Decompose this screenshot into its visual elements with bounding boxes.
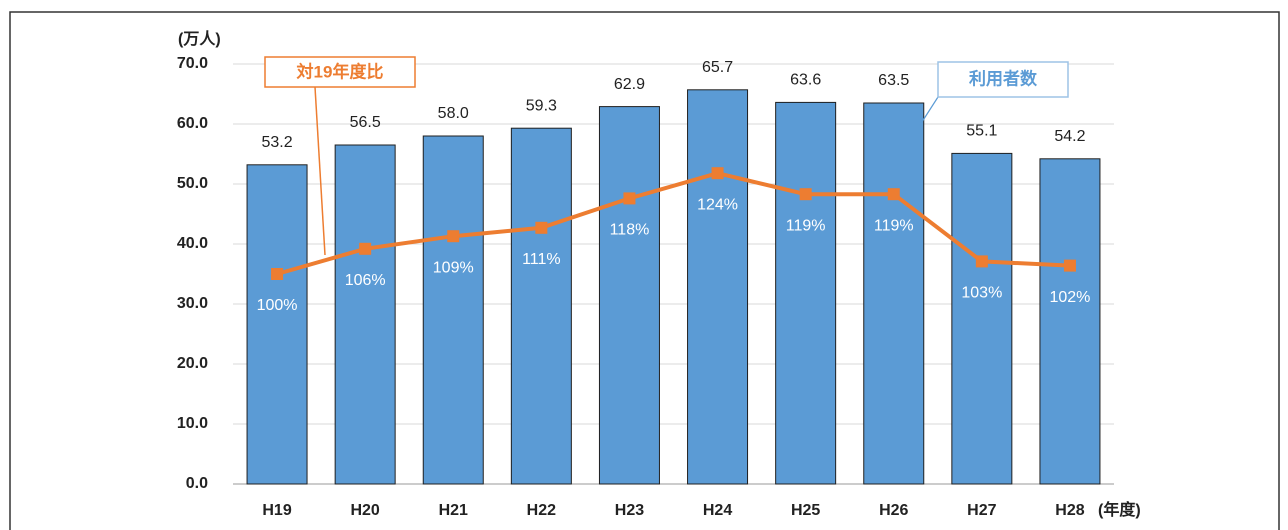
y-tick-label: 40.0 (177, 235, 208, 252)
line-marker (887, 188, 900, 201)
line-marker (623, 192, 636, 205)
x-tick-label: H23 (615, 502, 644, 519)
x-tick-label: H28 (1055, 502, 1084, 519)
frame (9, 11, 1280, 530)
y-tick-label: 50.0 (177, 175, 208, 192)
line-marker (535, 221, 548, 234)
y-tick-label: 10.0 (177, 415, 208, 432)
callout-box (937, 61, 1069, 98)
bar-value-label: 53.2 (261, 134, 292, 151)
bar (951, 152, 1013, 485)
leader-line (919, 96, 939, 126)
line-marker (799, 188, 812, 201)
bar (1039, 158, 1101, 485)
bar (422, 135, 484, 485)
x-tick-label: H24 (703, 502, 732, 519)
callout-box (264, 56, 416, 88)
y-tick-label: 20.0 (177, 355, 208, 372)
line-value-label: 124% (697, 196, 738, 213)
bar (775, 101, 837, 485)
line-marker (711, 167, 724, 180)
bar-value-label: 62.9 (614, 76, 645, 93)
x-axis-label: (年度) (1098, 500, 1141, 519)
line-value-label: 119% (874, 217, 914, 234)
bar (687, 89, 749, 485)
bar-value-label: 56.5 (350, 114, 381, 131)
line-value-label: 109% (433, 259, 474, 276)
line-marker (975, 255, 988, 268)
line-value-label: 106% (345, 272, 386, 289)
bar (334, 144, 396, 485)
x-tick-label: H25 (791, 502, 820, 519)
leader-line (314, 86, 326, 256)
bar (510, 127, 572, 485)
bar-value-label: 54.2 (1054, 128, 1085, 145)
bar-value-label: 59.3 (526, 97, 557, 114)
bar-value-label: 63.6 (790, 72, 821, 89)
line-value-label: 103% (961, 285, 1002, 302)
line-value-label: 111% (522, 251, 561, 268)
y-tick-label: 30.0 (177, 295, 208, 312)
bar-value-label: 63.5 (878, 72, 909, 89)
line-marker (271, 268, 284, 280)
bar (246, 164, 308, 485)
x-tick-label: H22 (527, 502, 556, 519)
x-tick-label: H21 (439, 502, 468, 519)
line-value-label: 102% (1049, 289, 1090, 306)
bar (863, 102, 925, 485)
bar-value-label: 55.1 (966, 123, 997, 140)
x-tick-label: H20 (350, 502, 379, 519)
x-tick-label: H26 (879, 502, 908, 519)
line (276, 171, 1071, 276)
line-value-label: 119% (786, 217, 826, 234)
y-tick-label: 0.0 (186, 475, 208, 492)
bar-value-label: 58.0 (438, 105, 469, 122)
plot: 0.0 10.0 20.0 30.0 40.0 50.0 60.0 70.0 H19 H20 H21… (177, 55, 1114, 519)
line-marker (359, 242, 372, 255)
callout-text: 利用者数 (969, 68, 1038, 88)
y-tick-label: 70.0 (177, 55, 208, 72)
line-value-label: 118% (610, 222, 650, 239)
callout-text: 対19年度比 (296, 61, 384, 81)
y-tick-label: 60.0 (177, 115, 208, 132)
y-axis-label: (万人) (178, 30, 221, 48)
line-marker (1063, 259, 1076, 272)
annotations: 対19年度比 利用者数 (264, 56, 1069, 256)
x-tick-label: H27 (967, 502, 996, 519)
x-tick-label: H19 (262, 502, 291, 519)
bar-value-label: 65.7 (702, 59, 733, 76)
line-value-label: 100% (257, 297, 298, 314)
bar (598, 106, 660, 485)
line-marker (447, 230, 460, 243)
